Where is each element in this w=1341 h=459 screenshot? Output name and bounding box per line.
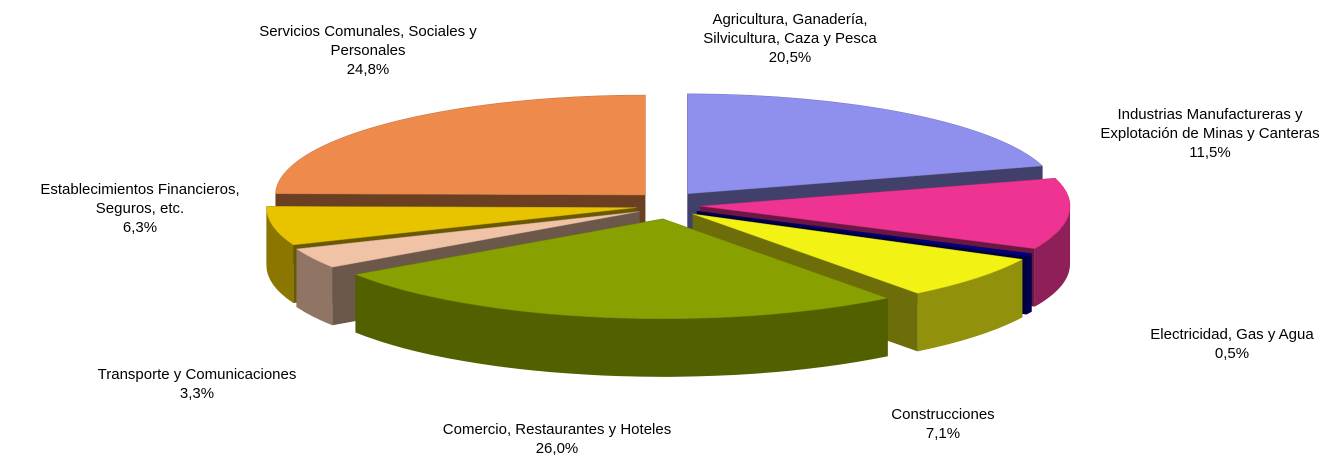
value-label: 0,5%	[1214, 345, 1250, 362]
category-label: Construcciones	[891, 406, 995, 423]
slice	[354, 218, 889, 320]
slice	[266, 206, 637, 246]
slice-wall	[1026, 253, 1032, 315]
slice-wall	[296, 248, 333, 326]
category-label: Comercio, Restaurantes y Hoteles	[442, 421, 672, 438]
slice-label: Transporte y Comunicaciones 3,3%	[98, 365, 297, 403]
value-label: 7,1%	[925, 425, 961, 442]
slice	[696, 210, 1033, 257]
value-label: 6,3%	[122, 219, 158, 236]
value-label: 24,8%	[346, 61, 390, 78]
slice-label: Industrias Manufactureras y Explotación …	[1090, 105, 1330, 162]
slice	[295, 211, 640, 268]
slice	[699, 177, 1071, 249]
slice-label: Comercio, Restaurantes y Hoteles 26,0%	[443, 420, 671, 458]
slice-wall	[266, 207, 294, 303]
slice-label: Construcciones 7,1%	[891, 405, 994, 443]
category-label: Servicios Comunales, Sociales y Personal…	[259, 23, 477, 59]
slice-wall	[917, 259, 1023, 352]
slice-label: Establecimientos Financieros, Seguros, e…	[33, 180, 248, 237]
value-label: 11,5%	[1189, 144, 1231, 161]
value-label: 20,5%	[768, 49, 812, 66]
category-label: Establecimientos Financieros, Seguros, e…	[40, 181, 240, 217]
value-label: 3,3%	[179, 385, 215, 402]
category-label: Industrias Manufactureras y Explotación …	[1100, 106, 1320, 142]
category-label: Electricidad, Gas y Agua	[1150, 326, 1314, 343]
slice-label: Electricidad, Gas y Agua 0,5%	[1150, 325, 1313, 363]
slice-wall	[355, 274, 888, 377]
slice	[692, 213, 1024, 294]
slice-wall	[1034, 206, 1071, 307]
category-label: Agricultura, Ganadería, Silvicultura, Ca…	[703, 11, 877, 47]
slice	[687, 93, 1044, 195]
value-label: 26,0%	[535, 440, 579, 457]
slice	[275, 94, 646, 196]
category-label: Transporte y Comunicaciones	[97, 366, 297, 383]
slice-label: Servicios Comunales, Sociales y Personal…	[251, 22, 486, 79]
slice-label: Agricultura, Ganadería, Silvicultura, Ca…	[690, 10, 890, 67]
